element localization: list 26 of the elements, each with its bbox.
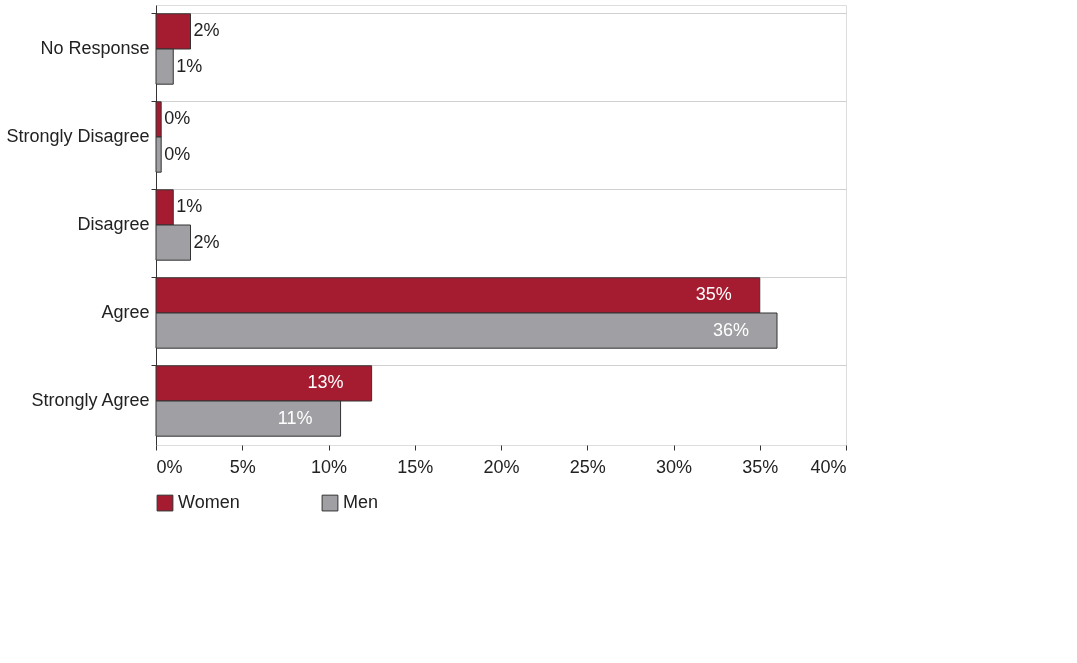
x-tick-label: 15% — [397, 456, 434, 477]
data-label: 2% — [193, 231, 220, 252]
x-tick-label: 25% — [569, 456, 606, 477]
data-label: 1% — [176, 55, 203, 76]
data-label: 11% — [277, 407, 313, 428]
data-label: 13% — [307, 372, 344, 393]
legend-label: Men — [343, 492, 379, 513]
x-tick-label: 20% — [483, 456, 520, 477]
x-tick-label: 35% — [742, 456, 779, 477]
x-tick-label: 40% — [810, 456, 847, 477]
x-tick-label: 0% — [156, 456, 183, 477]
data-label: 0% — [164, 143, 191, 164]
x-tick-label: 10% — [310, 456, 348, 477]
y-tick-label: Disagree — [77, 214, 150, 234]
data-label: 2% — [193, 20, 220, 41]
x-tick-label: 30% — [655, 456, 693, 477]
y-tick-label: Strongly Disagree — [6, 126, 150, 146]
data-label: 0% — [164, 108, 191, 129]
data-label: 36% — [712, 319, 749, 340]
x-tick-label: 5% — [229, 456, 256, 477]
y-tick-label: Agree — [101, 302, 150, 322]
data-label: 35% — [695, 284, 732, 305]
y-tick-label: No Response — [40, 38, 150, 58]
data-label: 1% — [176, 196, 203, 217]
legend-label: Women — [178, 492, 240, 513]
y-tick-label: Strongly Agree — [31, 390, 150, 410]
